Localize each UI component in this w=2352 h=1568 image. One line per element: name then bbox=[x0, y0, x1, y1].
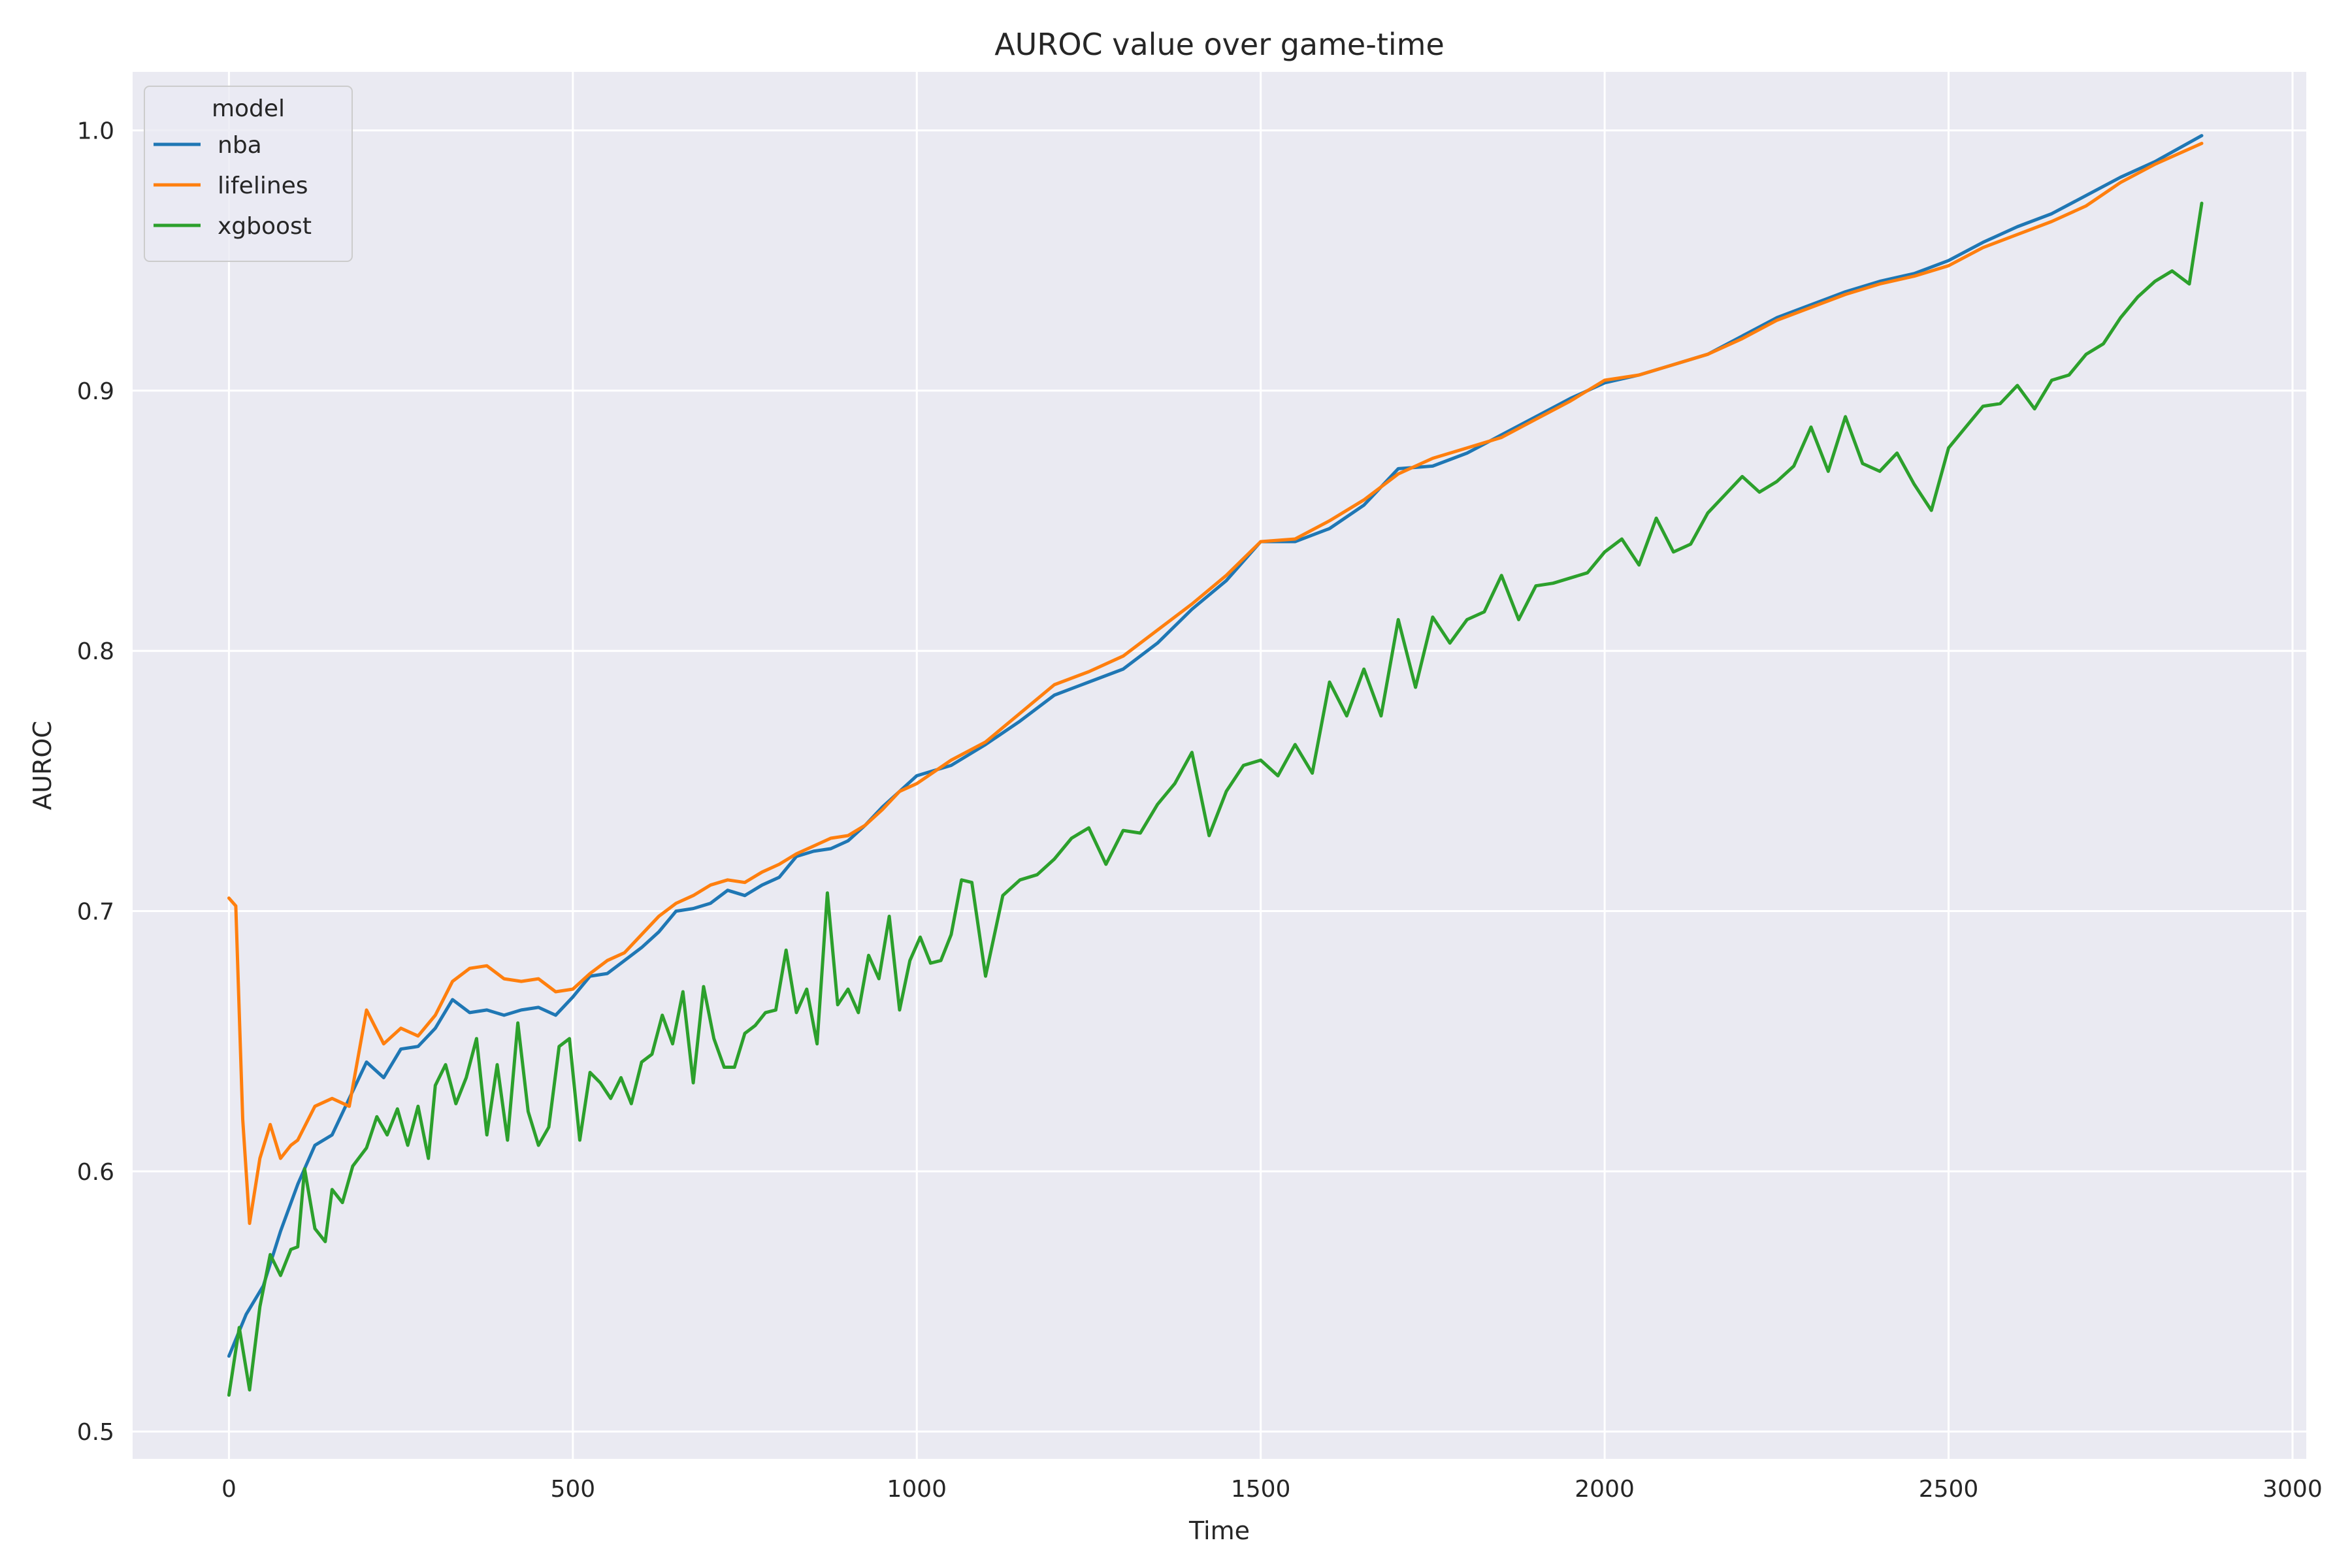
y-tick-label: 0.5 bbox=[77, 1419, 114, 1446]
y-tick-label: 1.0 bbox=[77, 118, 114, 145]
y-axis-label: AUROC bbox=[28, 721, 57, 810]
x-axis-ticks: 0 500 1000 1500 2000 2500 3000 bbox=[221, 1476, 2323, 1503]
legend-items: nba lifelines xgboost bbox=[154, 132, 312, 240]
x-tick-label: 1500 bbox=[1231, 1476, 1291, 1503]
series-line-lifelines bbox=[227, 142, 2204, 1225]
y-tick-label: 0.8 bbox=[77, 638, 114, 665]
plot-area bbox=[133, 72, 2306, 1459]
series-lines bbox=[227, 134, 2204, 1397]
y-tick-label: 0.6 bbox=[77, 1159, 114, 1186]
series-line-xgboost bbox=[227, 201, 2204, 1397]
grid-lines bbox=[133, 72, 2306, 1459]
x-tick-label: 2500 bbox=[1919, 1476, 1979, 1503]
x-tick-label: 1000 bbox=[887, 1476, 947, 1503]
legend-box bbox=[144, 86, 353, 262]
x-tick-label: 500 bbox=[550, 1476, 595, 1503]
legend-label-xgboost: xgboost bbox=[218, 213, 312, 240]
y-tick-label: 0.9 bbox=[77, 378, 114, 405]
y-tick-label: 0.7 bbox=[77, 899, 114, 926]
x-tick-label: 0 bbox=[221, 1476, 237, 1503]
legend-label-lifelines: lifelines bbox=[218, 172, 308, 199]
legend: model nba lifelines xgboost bbox=[144, 86, 353, 262]
legend-title: model bbox=[212, 95, 285, 122]
x-axis-label: Time bbox=[1188, 1516, 1250, 1545]
y-axis-ticks: 0.5 0.6 0.7 0.8 0.9 1.0 bbox=[77, 118, 114, 1446]
x-tick-label: 2000 bbox=[1575, 1476, 1635, 1503]
x-tick-label: 3000 bbox=[2262, 1476, 2323, 1503]
legend-label-nba: nba bbox=[218, 132, 262, 159]
chart-title: AUROC value over game-time bbox=[994, 27, 1445, 62]
